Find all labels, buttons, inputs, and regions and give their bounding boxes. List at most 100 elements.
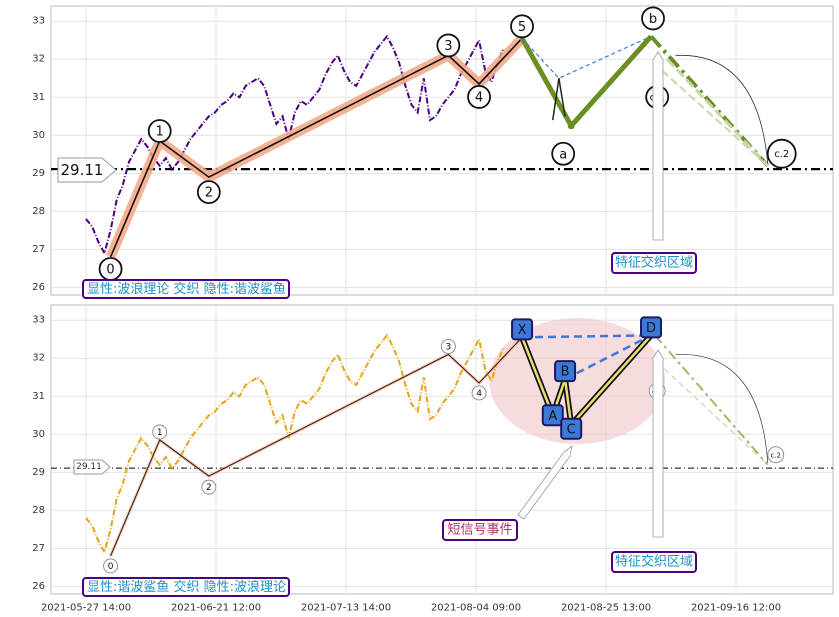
bottom-wave-label-3: 3 [445, 342, 451, 352]
bottom-wave-marker-3 [440, 338, 456, 354]
harmonic-label-C: C [567, 422, 576, 437]
harmonic-xd-line [522, 334, 652, 339]
x-tick-label: 2021-09-16 12:00 [691, 603, 781, 614]
bottom-legend-join: 交织 [169, 579, 203, 595]
y-tick-label: 33 [32, 315, 45, 326]
top-wave-label-b: b [649, 12, 657, 27]
top-wave-marker-c.2 [766, 138, 797, 169]
top-wave-label-c.2: c.2 [774, 149, 789, 160]
top-ref-value: 29.11 [61, 161, 104, 179]
bottom-legend-hidden: 隐性:波浪理论 [204, 580, 286, 595]
bottom-ref-badge: 29.11 [73, 459, 111, 475]
bottom-arc [675, 354, 769, 463]
top-wave-label-2: 2 [205, 186, 213, 201]
y-tick-label: 32 [32, 353, 45, 364]
top-zone-label: 特征交织区域 [615, 255, 693, 271]
bottom-price-line [85, 333, 505, 555]
bottom-wave-marker-0 [103, 558, 119, 574]
top-legend: 显性:波浪理论 交织 隐性:谐波鲨鱼 [82, 279, 290, 299]
y-tick-label: 26 [32, 282, 45, 293]
bottom-c-projection-alt [656, 361, 769, 466]
top-wave-marker-1 [147, 119, 172, 143]
bottom-ref-value: 29.11 [76, 462, 102, 472]
y-tick-label: 31 [32, 92, 45, 103]
top-wave-label-a: a [559, 147, 567, 162]
bottom-wave-label-2: 2 [206, 483, 212, 493]
y-tick-label: 28 [32, 206, 45, 217]
bottom-zone-label: 特征交织区域 [615, 554, 693, 570]
x-tick-label: 2021-05-27 14:00 [41, 603, 131, 614]
harmonic-box-C [560, 417, 583, 440]
top-wave-label-5: 5 [518, 20, 526, 35]
y-tick-label: 30 [32, 130, 45, 141]
harmonic-bd-line [564, 334, 652, 381]
top-zone-annotation: 特征交织区域 [611, 51, 697, 274]
top-wave-label-4: 4 [475, 90, 483, 105]
top-wave-marker-2 [196, 180, 221, 205]
harmonic-label-A: A [548, 409, 557, 424]
bottom-wave-label-c.2: c.2 [770, 452, 781, 460]
top-spike [558, 78, 566, 117]
y-tick-label: 30 [32, 429, 45, 440]
top-wave-marker-5 [510, 14, 534, 39]
y-tick-label: 28 [32, 505, 45, 516]
bottom-panel-frame [50, 304, 834, 595]
bottom-c-projection [654, 334, 769, 466]
bottom-wave-label-1: 1 [157, 428, 163, 438]
bottom-wave-label-4: 4 [476, 389, 482, 399]
bottom-legend: 显性:谐波鲨鱼 交织 隐性:波浪理论 [82, 577, 290, 597]
bottom-wave-label-0: 0 [108, 562, 114, 572]
harmonic-label-B: B [561, 365, 570, 380]
top-spike [552, 78, 560, 121]
axis-ticks: 262728293031323326272829303132332021-05-… [32, 16, 781, 614]
short-signal-label: 短信号事件 [447, 523, 512, 538]
top-wave-label-3: 3 [444, 39, 452, 54]
top-arc [675, 55, 769, 164]
y-tick-label: 32 [32, 54, 45, 65]
top-wave-label-0: 0 [106, 262, 114, 277]
harmonic-box-B [554, 360, 577, 383]
wave-overlays [105, 34, 770, 557]
top-legend-hidden: 隐性:谐波鲨鱼 [204, 281, 286, 297]
top-wave-a-dot [567, 122, 575, 130]
top-c-projection-alt [666, 58, 769, 167]
top-legend-dominant: 显性:波浪理论 [87, 282, 169, 297]
price-lines [85, 34, 505, 555]
bottom-impulse-line [110, 337, 523, 557]
y-tick-label: 27 [32, 244, 45, 255]
x-tick-label: 2021-08-25 13:00 [561, 603, 651, 614]
y-tick-label: 29 [32, 168, 45, 179]
top-wave-label-1: 1 [156, 124, 164, 139]
top-legend-join: 交织 [169, 281, 203, 297]
top-wave-marker-3 [436, 33, 461, 58]
svg-text:显性:波浪理论 交织 隐性:谐波鲨鱼: 显性:波浪理论 交织 隐性:谐波鲨鱼 [87, 281, 286, 297]
x-tick-label: 2021-06-21 12:00 [171, 603, 261, 614]
bottom-wave-marker-4 [471, 385, 487, 401]
harmonic-label-X: X [518, 323, 527, 338]
bottom-wave-marker-2 [201, 479, 217, 495]
y-tick-label: 29 [32, 467, 45, 478]
top-price-line [85, 34, 505, 256]
y-tick-label: 26 [32, 581, 45, 592]
short-signal-annotation: 短信号事件 [442, 445, 573, 541]
harmonic-label-D: D [646, 321, 656, 336]
y-tick-label: 31 [32, 391, 45, 402]
x-tick-label: 2021-07-13 14:00 [301, 603, 391, 614]
top-ref-badge: 29.11 [57, 157, 117, 183]
top-wave-marker-4 [467, 85, 491, 109]
top-wave-marker-a [551, 141, 576, 166]
y-tick-label: 27 [32, 543, 45, 554]
y-tick-label: 33 [32, 16, 45, 27]
bottom-wave-marker-c.2 [767, 446, 785, 464]
harmonic-box-X [511, 318, 534, 341]
top-impulse-line [109, 37, 523, 258]
top-wave-marker-b [641, 6, 665, 31]
bottom-zone-annotation: 特征交织区域 [611, 349, 697, 573]
harmonic-box-A [541, 404, 564, 427]
top-dashed-guide [521, 35, 652, 79]
bottom-legend-dominant: 显性:谐波鲨鱼 [87, 579, 169, 595]
grid [51, 6, 833, 594]
x-tick-label: 2021-08-04 09:00 [431, 603, 521, 614]
